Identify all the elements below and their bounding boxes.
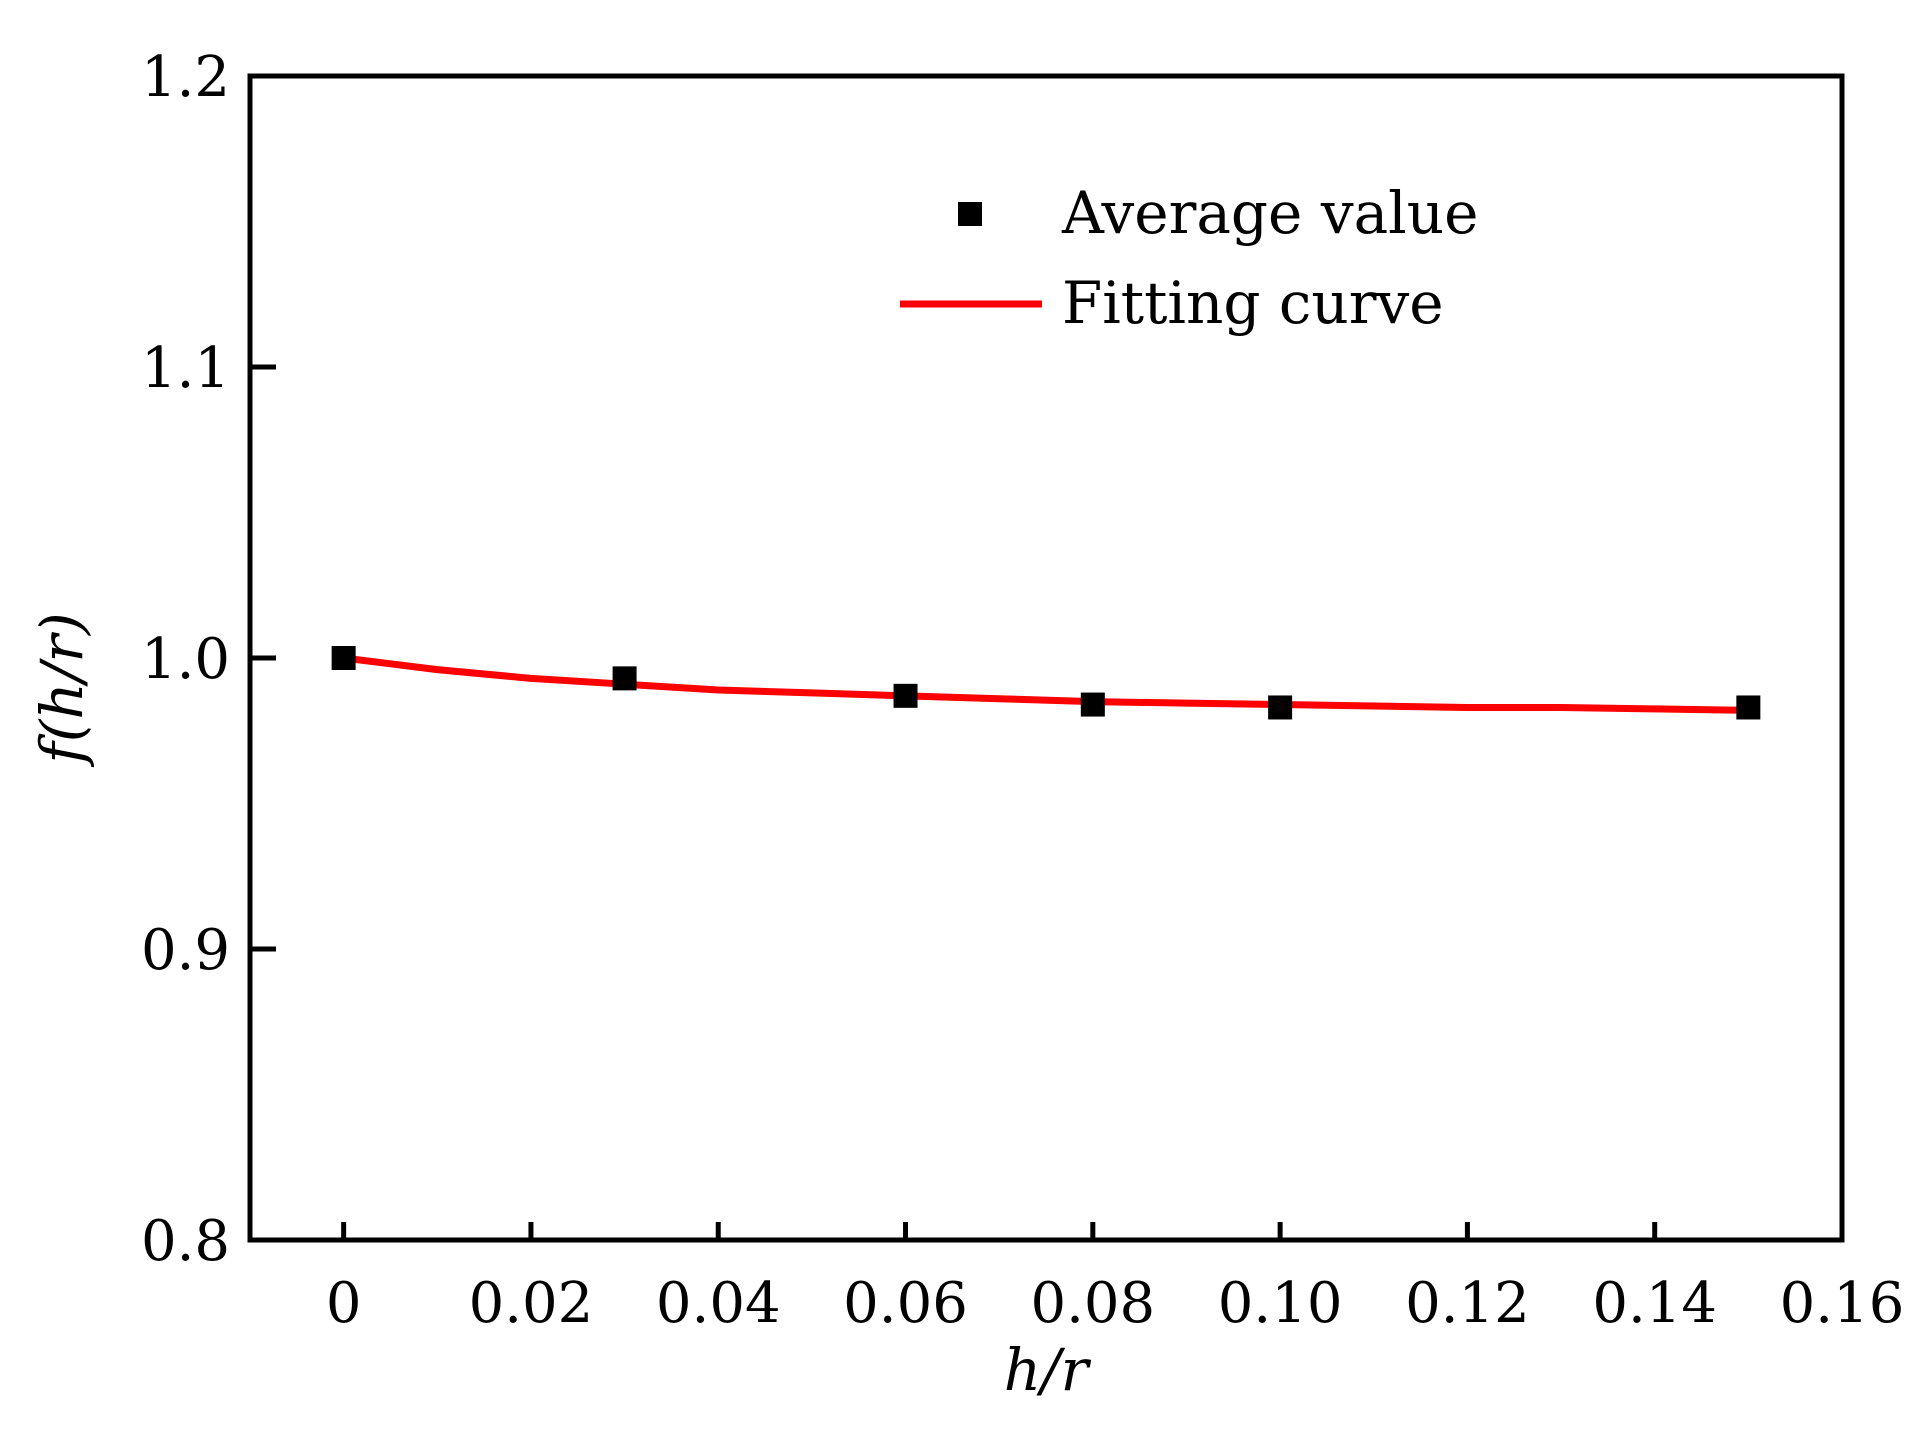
- y-tick-label: 0.9: [141, 918, 230, 983]
- x-tick-label: 0: [326, 1271, 362, 1336]
- x-tick-label: 0.04: [656, 1271, 781, 1336]
- x-axis-ticks: 0 0.02 0.04 0.06 0.08 0.10 0.12 0.14 0.16: [326, 1222, 1905, 1336]
- average-value-point: [1736, 695, 1761, 720]
- x-tick-label: 0.08: [1030, 1271, 1155, 1336]
- legend-marker-average-value: [958, 202, 982, 226]
- y-tick-label: 1.1: [141, 336, 230, 401]
- legend-label-fitting-curve: Fitting curve: [1062, 269, 1444, 337]
- fitting-curve-line: [340, 654, 1752, 714]
- x-axis-title: h/r: [1004, 1336, 1092, 1404]
- average-value-point: [893, 683, 918, 708]
- y-tick-label: 1.0: [141, 627, 230, 692]
- legend-label-average-value: Average value: [1061, 179, 1478, 247]
- average-value-point: [1268, 695, 1293, 720]
- y-tick-label: 1.2: [141, 45, 230, 110]
- average-value-point: [331, 646, 356, 670]
- x-tick-label: 0.02: [469, 1271, 594, 1336]
- x-tick-label: 0.16: [1780, 1271, 1905, 1336]
- y-tick-label: 0.8: [141, 1209, 230, 1274]
- plot-frame: [247, 73, 1845, 1243]
- x-tick-label: 0.12: [1405, 1271, 1530, 1336]
- average-value-point: [1080, 692, 1105, 717]
- x-tick-label: 0.06: [843, 1271, 968, 1336]
- x-tick-label: 0.14: [1592, 1271, 1717, 1336]
- average-value-point: [612, 666, 637, 691]
- y-axis-ticks: 0.8 0.9 1.0 1.1 1.2: [141, 45, 276, 1274]
- legend: Average value Fitting curve: [900, 179, 1478, 337]
- x-tick-label: 0.10: [1218, 1271, 1343, 1336]
- series-layer: [331, 646, 1761, 720]
- y-axis-title: f(h/r): [28, 612, 96, 767]
